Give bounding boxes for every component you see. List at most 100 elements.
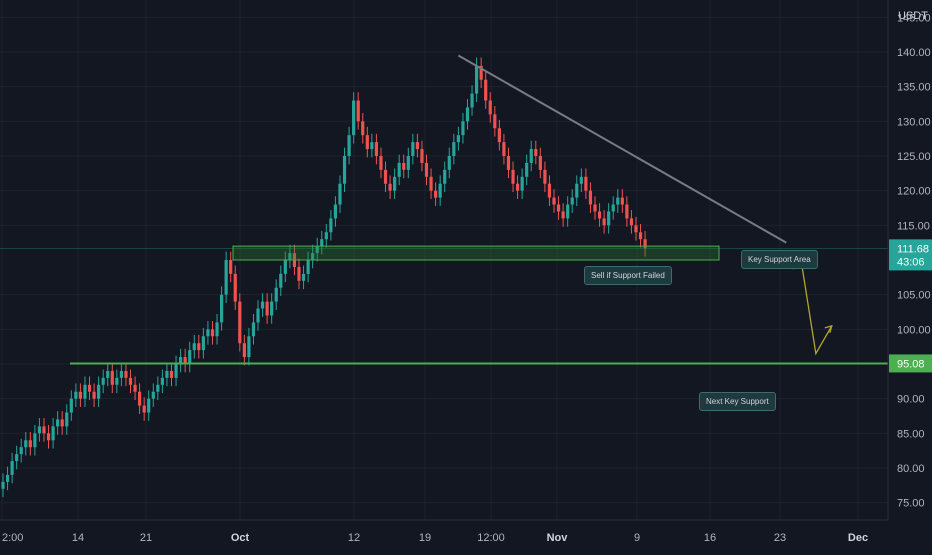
candle-body — [397, 162, 401, 177]
candle-body — [229, 260, 233, 274]
candle-body — [92, 391, 96, 399]
time-tick-label: 2:00 — [2, 532, 23, 544]
candle-body — [265, 301, 269, 316]
candle-body — [479, 65, 483, 80]
candle-body — [283, 260, 287, 274]
candle-body — [1, 481, 5, 489]
candle-body — [543, 169, 547, 184]
candle-body — [643, 239, 647, 249]
price-tick-label: 75.00 — [897, 498, 925, 510]
candle-body — [525, 162, 529, 177]
candle-body — [365, 135, 369, 150]
candle-body — [520, 176, 524, 191]
candle-body — [219, 294, 224, 323]
candle-body — [374, 142, 379, 156]
candle-body — [10, 461, 14, 475]
candle-body — [597, 211, 602, 219]
candle-body — [169, 370, 174, 378]
candle-body — [333, 204, 338, 219]
candle-body — [15, 454, 19, 462]
candle-body — [488, 100, 492, 115]
time-tick-label: Dec — [848, 532, 868, 544]
candle-body — [297, 266, 301, 281]
candle-body — [197, 343, 201, 351]
candle-body — [60, 419, 64, 427]
candle-body — [156, 384, 160, 392]
candle-body — [402, 162, 406, 170]
price-axis-background — [888, 0, 932, 550]
time-tick-label: 16 — [704, 532, 716, 544]
descending-trendline — [457, 54, 787, 244]
time-tick-label: Oct — [231, 532, 250, 544]
candle-body — [138, 391, 142, 406]
candle-body — [315, 246, 319, 254]
candle-body — [260, 301, 265, 309]
price-tick-label: 140.00 — [897, 47, 931, 59]
time-tick-label: 12 — [348, 532, 360, 544]
price-tick-label: 100.00 — [897, 324, 931, 336]
candle-body — [147, 398, 151, 413]
candle-body — [506, 156, 511, 170]
candle-body — [201, 336, 205, 351]
candle-body — [192, 343, 196, 351]
currency-label: USDT — [898, 10, 928, 22]
time-tick-label: 14 — [72, 532, 84, 544]
candle-body — [547, 183, 552, 198]
candle-body — [638, 232, 643, 240]
candle-body — [183, 357, 187, 364]
candle-body — [142, 405, 146, 413]
candle-body — [46, 433, 51, 441]
candle-body — [151, 391, 155, 399]
time-tick-label: 9 — [634, 532, 640, 544]
candle-body — [24, 440, 28, 448]
price-tick-label: 105.00 — [897, 290, 931, 302]
candle-body — [42, 426, 46, 434]
candle-body — [306, 260, 310, 274]
candle-body — [566, 204, 570, 219]
price-badge-label: 43:06 — [897, 256, 925, 268]
candle-body — [37, 426, 42, 434]
price-tick-label: 120.00 — [897, 186, 931, 198]
candle-body — [215, 322, 219, 337]
candle-body — [238, 301, 242, 344]
price-tick-label: 80.00 — [897, 463, 925, 475]
candle-body — [242, 343, 246, 358]
candle-body — [124, 370, 128, 378]
price-badge — [889, 354, 932, 373]
candle-body — [256, 308, 260, 323]
candle-body — [484, 79, 488, 101]
candle-body — [456, 135, 460, 143]
candle-body — [629, 218, 634, 226]
candle-body — [538, 156, 542, 170]
candles-group — [1, 57, 647, 498]
candle-body — [502, 142, 506, 156]
candle-body — [83, 384, 87, 399]
candle-body — [579, 176, 583, 184]
projection-arrowhead — [824, 324, 833, 334]
candle-body — [5, 474, 10, 482]
candle-body — [165, 370, 169, 378]
candle-body — [251, 322, 256, 337]
price-tick-label: 90.00 — [897, 394, 925, 406]
candle-body — [575, 183, 579, 198]
candle-body — [311, 253, 315, 260]
price-tick-label: 145.00 — [897, 12, 931, 24]
candle-body — [97, 384, 101, 399]
price-badge-label: 111.68 — [897, 243, 929, 255]
candle-body — [174, 364, 178, 378]
candle-body — [324, 232, 328, 240]
price-badge — [889, 252, 932, 271]
candle-body — [128, 377, 133, 385]
price-tick-label: 130.00 — [897, 116, 931, 128]
candle-body — [69, 398, 73, 413]
candle-body — [497, 128, 501, 143]
candle-body — [51, 426, 55, 441]
candle-body — [424, 162, 429, 177]
price-tick-label: 115.00 — [897, 220, 930, 232]
candle-body — [447, 156, 451, 170]
candle-body — [620, 197, 624, 205]
candle-body — [434, 190, 438, 198]
